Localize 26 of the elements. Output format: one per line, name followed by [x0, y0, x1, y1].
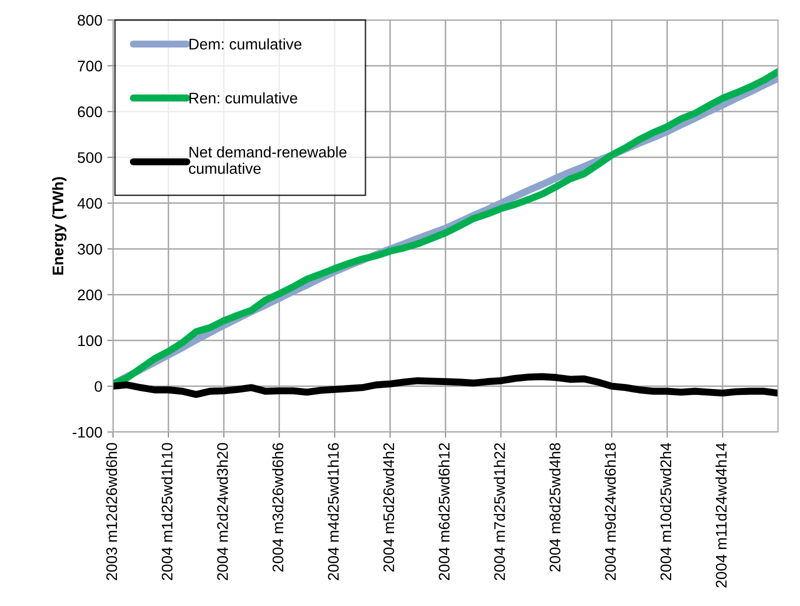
y-tick-label: 500 — [78, 152, 102, 164]
y-tick-label: 200 — [78, 290, 102, 300]
legend-label: Ren: cumulative — [190, 92, 298, 104]
x-tick-label: 2004 m1d25wd1h10 — [161, 443, 173, 580]
x-tick-label: 2004 m6d25wd6h12 — [438, 443, 450, 580]
x-tick-label: 2004 m2d24wd3h20 — [216, 443, 228, 580]
x-tick-label: 2003 m12d26wd6h0 — [106, 443, 118, 580]
x-tick-label: 2004 m11d24wd4h14 — [715, 442, 727, 588]
y-tick-label: -100 — [72, 426, 102, 438]
y-tick-label: 100 — [78, 335, 102, 346]
y-tick-label: 0 — [94, 381, 102, 392]
x-tick-label: 2004 m8d25wd4h8 — [549, 443, 560, 572]
y-tick-label: 800 — [78, 14, 102, 26]
y-tick-label: 700 — [78, 60, 102, 72]
y-tick-label: 300 — [78, 244, 102, 255]
legend-label: Dem: cumulative — [190, 38, 302, 50]
x-tick-label: 2004 m4d25wd1h16 — [328, 443, 339, 580]
y-axis-title: Energy (TWh) — [52, 177, 66, 275]
x-tick-label: 2004 m9d24wd6h18 — [604, 443, 616, 580]
x-tick-label: 2004 m7d25wd1h22 — [494, 443, 506, 580]
legend-label: Net demand-renewable cumulative — [188, 146, 346, 174]
x-tick-label: 2004 m5d26wd4h2 — [382, 443, 394, 572]
x-tick-label: 2004 m3d26wd6h6 — [272, 443, 284, 572]
y-tick-label: 600 — [78, 106, 102, 118]
x-tick-label: 2004 m10d25wd2h4 — [660, 442, 672, 580]
y-tick-label: 400 — [77, 198, 102, 209]
